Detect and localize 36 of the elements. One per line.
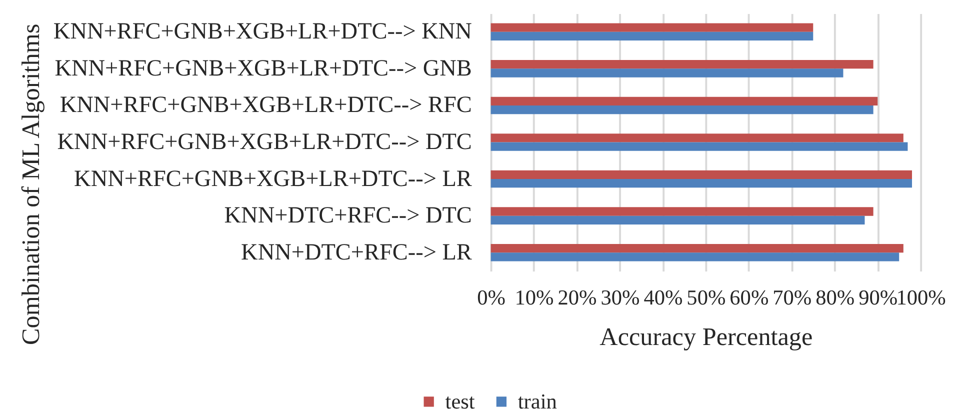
legend-label: train — [518, 389, 558, 414]
x-tick-label: 100% — [896, 285, 946, 310]
bar — [490, 134, 904, 142]
bar — [490, 23, 814, 32]
y-axis-title: Combination of ML Algorithms — [18, 24, 46, 345]
y-tick-label: KNN+RFC+GNB+XGB+LR+DTC--> RFC — [60, 92, 472, 118]
y-tick-label: KNN+RFC+GNB+XGB+LR+DTC--> DTC — [57, 129, 472, 156]
x-tick-label: 20% — [558, 285, 597, 310]
y-tick-label: KNN+RFC+GNB+XGB+LR+DTC--> KNN — [53, 18, 472, 45]
bar — [490, 96, 878, 106]
y-tick-label: KNN+RFC+GNB+XGB+LR+DTC--> LR — [74, 166, 472, 192]
bar — [490, 32, 814, 41]
bar — [490, 60, 874, 69]
bar — [490, 244, 904, 253]
x-tick-label: 70% — [772, 285, 812, 310]
x-tick-label: 0% — [477, 285, 506, 310]
legend-label: test — [445, 389, 475, 414]
bar — [490, 252, 900, 262]
x-tick-label: 10% — [514, 285, 554, 310]
x-tick-label: 90% — [858, 285, 898, 310]
x-axis-title: Accuracy Percentage — [600, 324, 813, 352]
x-tick-label: 60% — [730, 285, 769, 310]
y-tick-label: KNN+RFC+GNB+XGB+LR+DTC--> GNB — [54, 55, 472, 82]
x-tick-label: 30% — [600, 285, 640, 310]
bar — [490, 142, 908, 151]
bar — [490, 68, 844, 78]
bar — [490, 179, 912, 188]
bar — [490, 216, 865, 224]
x-tick-label: 40% — [644, 285, 683, 310]
y-tick-label: KNN+DTC+RFC--> LR — [241, 239, 472, 266]
y-tick-label: KNN+DTC+RFC--> DTC — [224, 202, 472, 229]
x-tick-label: 50% — [686, 285, 726, 310]
bar — [490, 105, 874, 114]
bar — [490, 170, 912, 180]
bar — [490, 207, 874, 216]
x-tick-label: 80% — [816, 285, 855, 310]
